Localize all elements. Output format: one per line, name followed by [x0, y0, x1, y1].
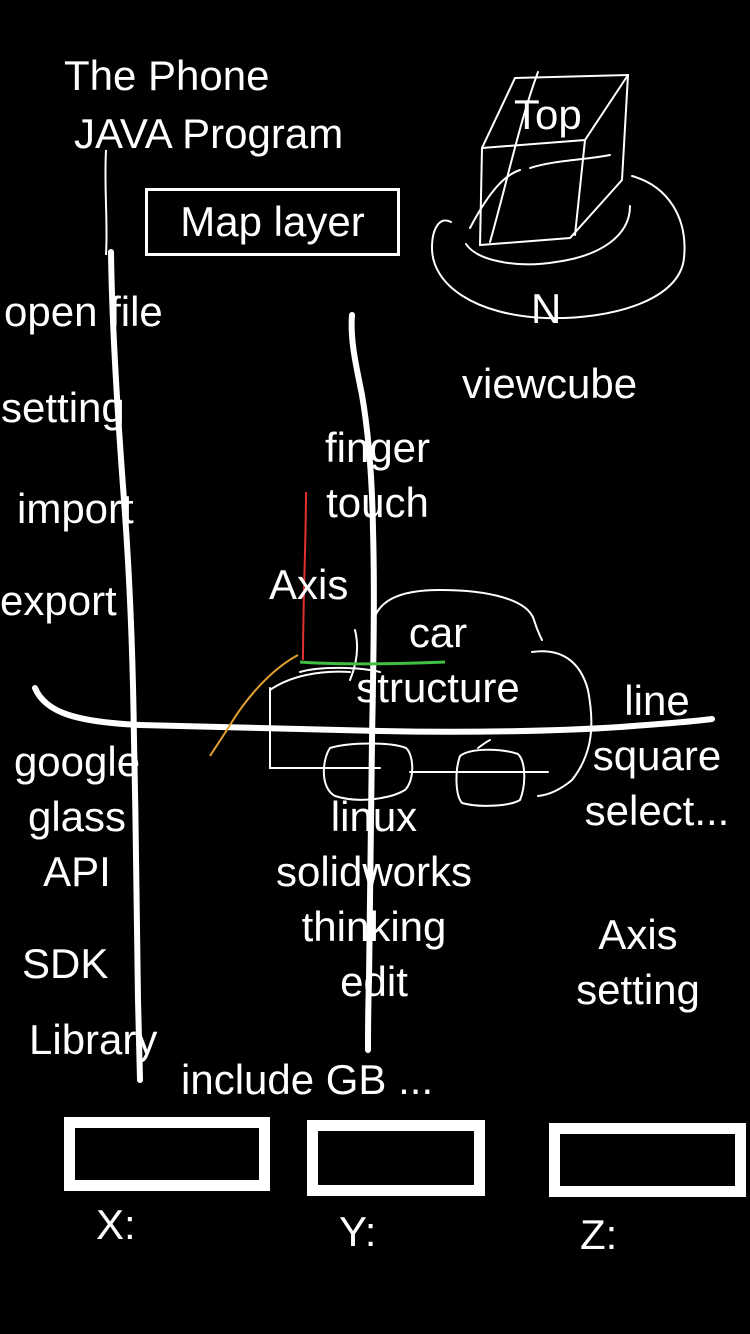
thinking-line: thinking — [301, 903, 447, 950]
solidworks-line: solidworks — [275, 848, 473, 895]
google-glass-line-1: google — [13, 738, 141, 785]
library-menu-item[interactable]: Library — [29, 1016, 158, 1063]
axis-green-stroke — [299, 660, 446, 666]
select-tool-label[interactable]: select... — [584, 787, 730, 834]
axis-setting-item[interactable]: Axis setting — [560, 907, 716, 1017]
car-structure-line-2: structure — [356, 664, 520, 711]
left-divider-top — [104, 149, 108, 256]
square-tool-label[interactable]: square — [592, 732, 722, 779]
axis-label: Axis — [269, 561, 349, 608]
axis-setting-line-2: setting — [576, 966, 700, 1013]
axis-red-stroke — [302, 491, 307, 661]
google-glass-line-2: glass — [27, 793, 127, 840]
axis-orange-stroke — [209, 654, 299, 757]
export-menu-item[interactable]: export — [0, 577, 117, 624]
title-line-2: JAVA Program — [74, 110, 344, 157]
viewcube-sketch — [430, 71, 686, 320]
linux-solidworks-note: linux solidworks thinking edit — [255, 789, 493, 1009]
y-coordinate-field[interactable] — [307, 1120, 485, 1196]
viewcube-top-label[interactable]: Top — [514, 91, 582, 138]
page-title: The Phone JAVA Program — [64, 47, 343, 163]
line-tool-label[interactable]: line — [624, 677, 690, 724]
left-divider — [108, 249, 143, 1083]
x-coordinate-label: X: — [96, 1201, 136, 1248]
sdk-menu-item[interactable]: SDK — [22, 940, 109, 987]
edit-line[interactable]: edit — [340, 958, 408, 1005]
map-layer-button[interactable]: Map layer — [145, 188, 400, 256]
include-gb-note: include GB ... — [181, 1056, 434, 1103]
google-glass-api-item[interactable]: google glass API — [2, 734, 152, 899]
setting-menu-item[interactable]: setting — [1, 384, 125, 431]
horizontal-divider — [32, 685, 715, 735]
car-structure-line-1: car — [408, 609, 468, 656]
z-coordinate-field[interactable] — [549, 1123, 746, 1197]
x-coordinate-field[interactable] — [64, 1117, 270, 1191]
center-divider — [348, 312, 377, 1053]
viewcube-north-label[interactable]: N — [531, 285, 562, 332]
finger-touch-note: finger touch — [310, 420, 445, 530]
title-line-1: The Phone — [64, 52, 270, 99]
import-menu-item[interactable]: import — [17, 485, 134, 532]
google-glass-line-3: API — [43, 848, 111, 895]
viewcube-caption: viewcube — [462, 360, 638, 407]
y-coordinate-label: Y: — [339, 1208, 377, 1255]
car-sketch — [269, 588, 593, 807]
car-structure-note: car structure — [338, 605, 538, 715]
finger-touch-line-2: touch — [326, 479, 429, 526]
line-square-select-tool[interactable]: line square select... — [572, 673, 742, 838]
finger-touch-line-1: finger — [324, 424, 431, 471]
z-coordinate-label: Z: — [580, 1211, 618, 1258]
axis-setting-line-1: Axis — [598, 911, 678, 958]
open-file-menu-item[interactable]: open file — [4, 288, 163, 335]
linux-line: linux — [330, 793, 418, 840]
